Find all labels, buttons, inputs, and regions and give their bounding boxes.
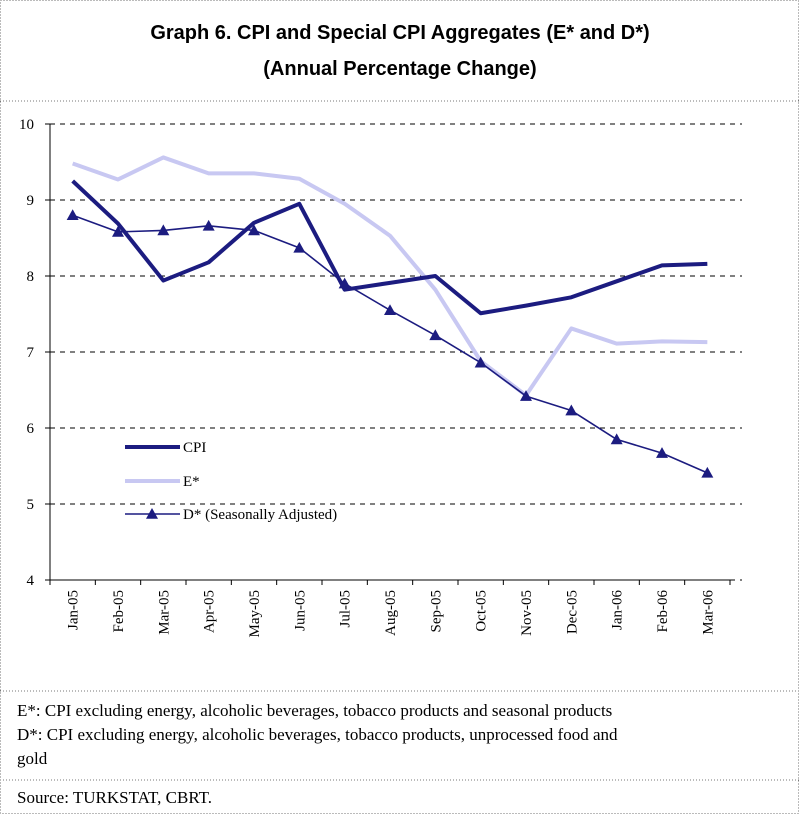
- point-marker: [338, 277, 351, 289]
- note: E*: CPI excluding energy, alcoholic beve…: [17, 701, 612, 720]
- x-tick-label: Aug-05: [383, 590, 399, 636]
- series-line: [72, 155, 708, 398]
- x-tick-label: Dec-05: [564, 590, 580, 634]
- x-tick-label: Mar-05: [156, 590, 172, 635]
- x-tick-label: Jan-05: [66, 590, 82, 630]
- x-tick-label: Oct-05: [474, 590, 490, 632]
- point-marker: [701, 466, 714, 478]
- series-line: [71, 179, 708, 316]
- x-tick-label: Feb-06: [655, 590, 671, 633]
- legend-label: CPI: [183, 440, 206, 456]
- legend-label: D* (Seasonally Adjusted): [183, 507, 337, 523]
- y-tick-label: 4: [27, 573, 35, 589]
- point-marker: [248, 224, 260, 236]
- x-tick-label: Jun-05: [292, 590, 308, 631]
- x-tick-label: Jan-06: [610, 590, 626, 630]
- point-marker: [66, 209, 79, 220]
- x-tick-label: May-05: [247, 590, 263, 638]
- y-tick-label: 7: [27, 345, 35, 361]
- x-tick-label: Apr-05: [202, 590, 218, 633]
- point-marker: [429, 329, 442, 341]
- chart-title: Graph 6. CPI and Special CPI Aggregates …: [150, 22, 649, 44]
- x-tick-label: Mar-06: [700, 590, 716, 635]
- point-marker: [157, 224, 170, 236]
- x-tick-label: Feb-05: [111, 590, 127, 633]
- y-tick-label: 8: [27, 269, 35, 285]
- point-marker: [202, 219, 215, 231]
- point-marker: [112, 225, 124, 237]
- point-marker: [656, 447, 668, 458]
- point-marker: [293, 241, 306, 253]
- y-tick-label: 9: [27, 193, 35, 209]
- y-tick-label: 5: [27, 497, 35, 513]
- point-marker: [565, 404, 578, 416]
- x-tick-label: Jul-05: [338, 590, 354, 628]
- note: D*: CPI excluding energy, alcoholic beve…: [17, 725, 618, 744]
- x-tick-label: Sep-05: [428, 590, 444, 633]
- note: gold: [17, 749, 48, 768]
- point-marker: [474, 356, 487, 368]
- source: Source: TURKSTAT, CBRT.: [17, 788, 212, 807]
- point-marker: [384, 304, 396, 315]
- y-tick-label: 10: [19, 117, 34, 133]
- legend-label: E*: [183, 474, 200, 490]
- point-marker: [610, 433, 623, 445]
- y-tick-label: 6: [27, 421, 35, 437]
- point-marker: [520, 390, 532, 401]
- x-tick-label: Nov-05: [519, 590, 535, 636]
- chart-subtitle: (Annual Percentage Change): [263, 58, 536, 80]
- legend-marker: [146, 508, 158, 519]
